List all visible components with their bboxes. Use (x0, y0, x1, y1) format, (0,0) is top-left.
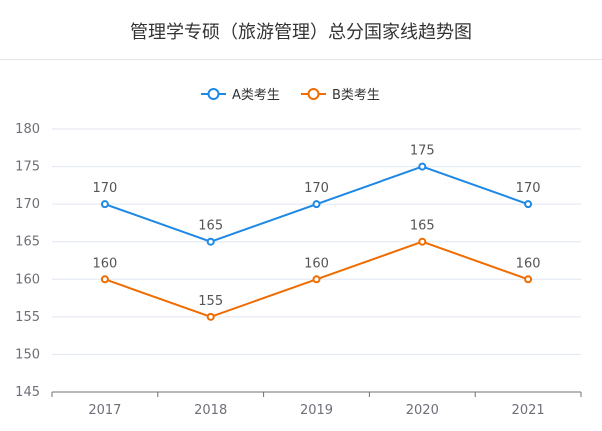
x-tick-label: 2020 (406, 403, 439, 418)
chart-header: 管理学专硕（旅游管理）总分国家线趋势图 (0, 0, 602, 60)
data-point[interactable] (312, 275, 321, 284)
y-tick-label: 150 (15, 347, 40, 362)
data-label: 170 (92, 181, 117, 196)
legend-item[interactable]: A类考生 (201, 88, 280, 103)
legend-marker (207, 88, 220, 100)
data-point[interactable] (206, 312, 215, 321)
data-point[interactable] (100, 200, 109, 209)
data-label: 170 (304, 181, 329, 196)
data-label: 165 (410, 219, 435, 234)
data-label: 160 (516, 256, 541, 271)
y-tick-label: 155 (15, 310, 40, 325)
series-layer (100, 162, 533, 321)
x-tick-label: 2021 (512, 403, 545, 418)
data-point[interactable] (524, 275, 533, 284)
legend-label: B类考生 (332, 88, 380, 103)
y-tick-label: 170 (15, 197, 40, 212)
y-tick-label: 145 (15, 385, 40, 400)
data-point[interactable] (206, 237, 215, 246)
data-point[interactable] (100, 275, 109, 284)
legend-marker (307, 88, 320, 100)
data-point[interactable] (418, 237, 427, 246)
x-tick-label: 2019 (300, 403, 333, 418)
legend-item[interactable]: B类考生 (301, 88, 380, 103)
y-tick-label: 180 (15, 122, 40, 137)
y-tick-label: 175 (15, 160, 40, 175)
data-point[interactable] (524, 200, 533, 209)
chart-title: 管理学专硕（旅游管理）总分国家线趋势图 (130, 22, 472, 43)
x-tick-label: 2018 (194, 403, 227, 418)
data-labels: 170 165 170 175 170 160 155 160 165 160 (92, 144, 540, 309)
legend: A类考生 B类考生 (201, 88, 380, 103)
data-label: 160 (304, 256, 329, 271)
x-axis: 2017 2018 2019 2020 2021 (51, 391, 582, 418)
data-label: 175 (410, 144, 435, 159)
x-tick-label: 2017 (88, 403, 121, 418)
data-label: 160 (92, 256, 117, 271)
legend-label: A类考生 (232, 88, 280, 103)
data-label: 165 (198, 219, 223, 234)
grid-lines (52, 128, 581, 355)
data-point[interactable] (312, 200, 321, 209)
data-point[interactable] (418, 162, 427, 171)
y-tick-label: 165 (15, 235, 40, 250)
data-label: 155 (198, 294, 223, 309)
y-axis: 145 150 155 160 165 170 175 180 (15, 122, 40, 400)
y-tick-label: 160 (15, 272, 40, 287)
data-label: 170 (516, 181, 541, 196)
